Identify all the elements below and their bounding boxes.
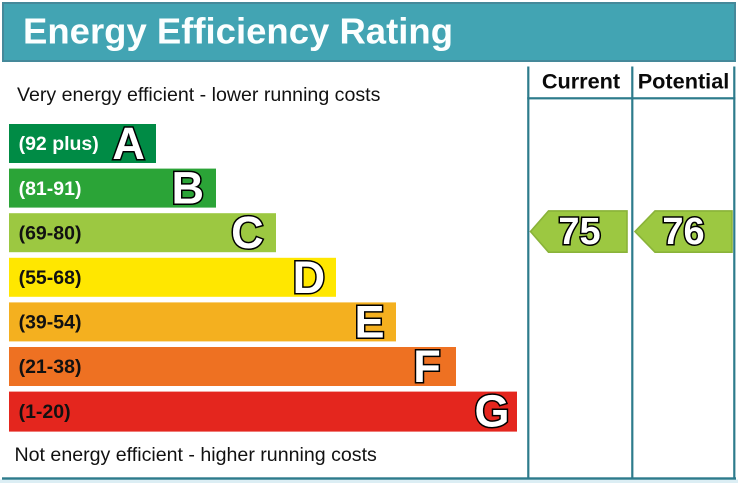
svg-text:Very energy efficient - lower: Very energy efficient - lower running co… (17, 84, 381, 106)
svg-text:(21-38): (21-38) (19, 356, 82, 378)
svg-text:(92 plus): (92 plus) (19, 133, 99, 155)
svg-text:A: A (112, 118, 145, 169)
svg-text:D: D (293, 252, 326, 303)
svg-text:(55-68): (55-68) (19, 267, 82, 289)
svg-text:Potential: Potential (638, 68, 730, 93)
svg-text:G: G (474, 386, 509, 437)
svg-text:E: E (354, 296, 384, 347)
svg-text:76: 76 (662, 211, 704, 253)
svg-text:(1-20): (1-20) (19, 401, 71, 423)
svg-text:Current: Current (542, 68, 620, 93)
svg-text:(69-80): (69-80) (19, 222, 82, 244)
svg-text:75: 75 (558, 211, 600, 253)
svg-text:B: B (172, 163, 205, 214)
svg-text:(81-91): (81-91) (19, 178, 82, 200)
svg-text:Energy Efficiency Rating: Energy Efficiency Rating (23, 11, 453, 52)
svg-text:F: F (413, 341, 441, 392)
svg-text:C: C (231, 207, 264, 258)
svg-text:(39-54): (39-54) (19, 312, 82, 334)
svg-text:Not energy efficient - higher: Not energy efficient - higher running co… (15, 444, 378, 466)
